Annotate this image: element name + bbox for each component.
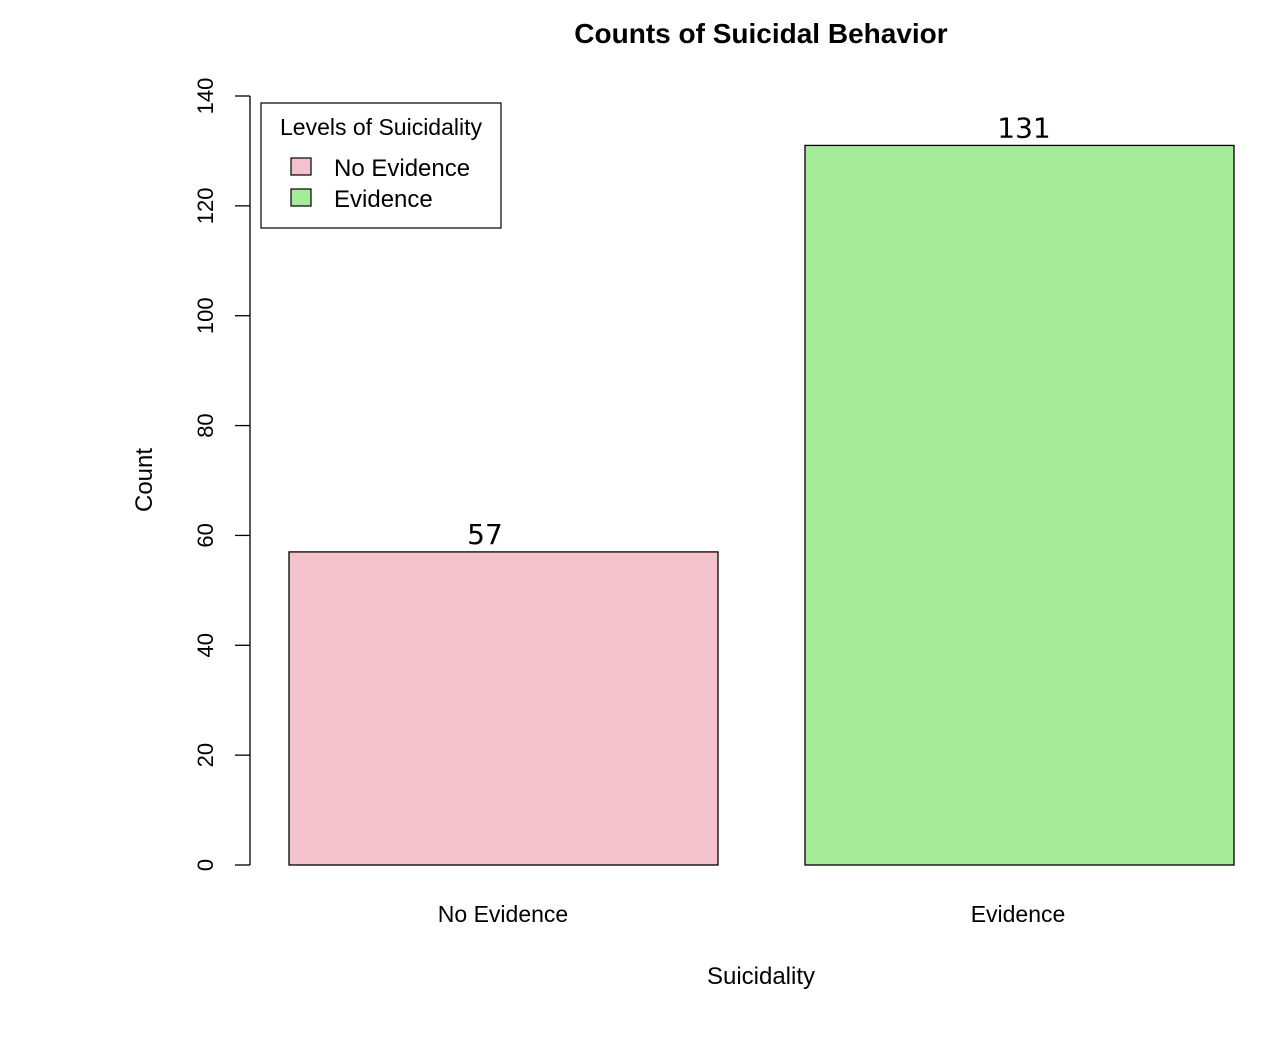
category-labels: No Evidence Evidence xyxy=(438,901,1066,927)
legend: Levels of Suicidality No Evidence Evidenc… xyxy=(260,102,502,229)
y-tick-label: 20 xyxy=(193,743,218,767)
legend-entries: No Evidence Evidence xyxy=(290,155,470,213)
y-tick-label: 0 xyxy=(193,859,218,871)
data-labels: 57 131 xyxy=(467,111,1051,550)
x-axis-label: Suicidality xyxy=(707,963,815,990)
y-tick-label: 100 xyxy=(193,297,218,334)
y-tick-label: 120 xyxy=(193,187,218,224)
bar-value-label: 57 xyxy=(467,518,503,551)
bar-value-label: 131 xyxy=(997,111,1050,144)
y-tick-label: 140 xyxy=(193,78,218,115)
x-category-label: No Evidence xyxy=(438,901,568,927)
y-tick-label: 60 xyxy=(193,523,218,547)
bar xyxy=(288,551,719,866)
bars xyxy=(288,144,1235,866)
legend-swatch xyxy=(290,157,312,176)
legend-entry-label: Evidence xyxy=(334,186,433,213)
x-category-label: Evidence xyxy=(971,901,1066,927)
legend-title: Levels of Suicidality xyxy=(280,114,482,140)
legend-entry-label: No Evidence xyxy=(334,155,470,182)
legend-swatch xyxy=(290,188,312,207)
bar xyxy=(804,144,1235,866)
y-tick-label: 40 xyxy=(193,633,218,657)
chart-title: Counts of Suicidal Behavior xyxy=(574,18,947,49)
y-axis-label: Count xyxy=(131,448,158,512)
y-axis: 0 20 40 60 80 100 120 140 xyxy=(193,78,251,871)
y-tick-label: 80 xyxy=(193,413,218,437)
